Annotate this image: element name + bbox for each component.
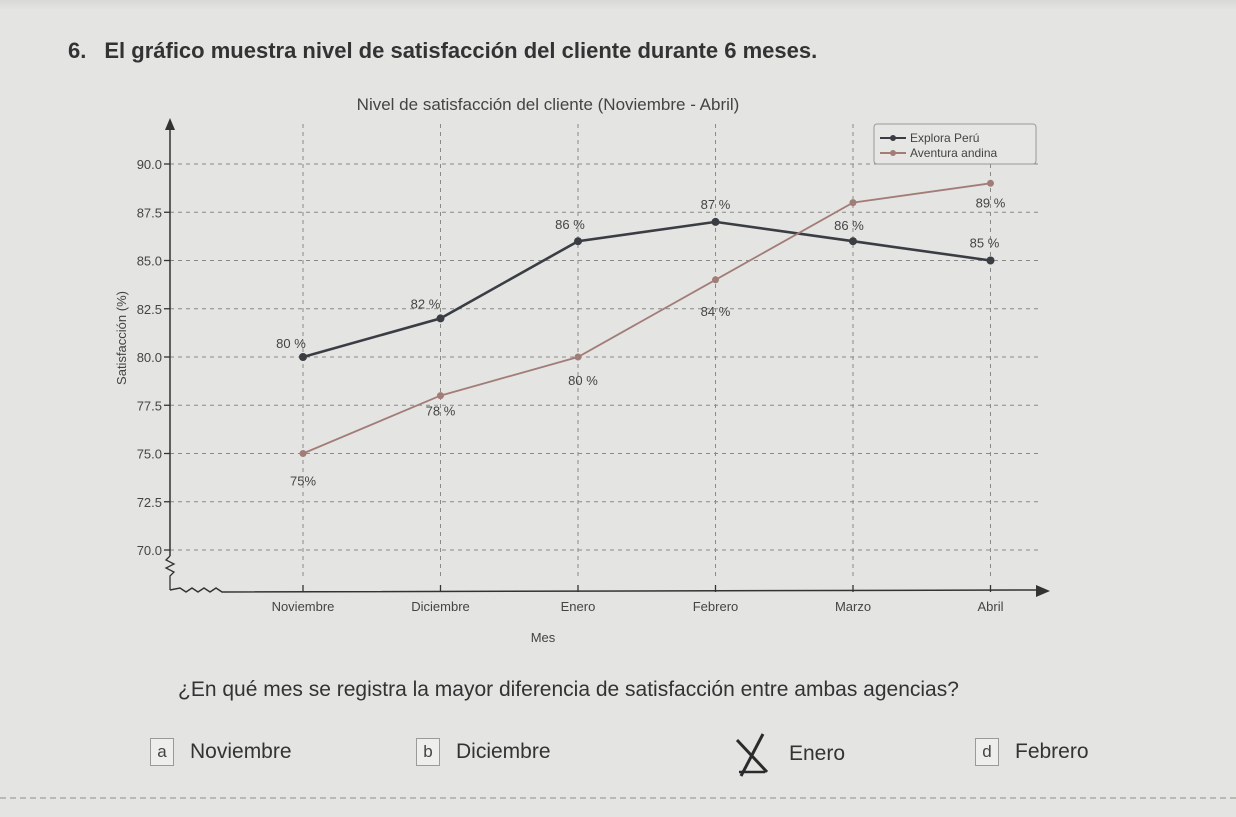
option-d[interactable]: d Febrero [975, 738, 1089, 766]
answer-options: a Noviembre b Diciembre Enero d Febrero [0, 733, 1236, 788]
data-label: 86 % [555, 217, 585, 232]
x-axis-line [169, 587, 1041, 593]
data-label: 85 % [970, 236, 1000, 251]
x-tick-label: Febrero [693, 599, 739, 614]
y-tick-label: 77.5 [137, 398, 162, 413]
data-point [436, 314, 445, 323]
data-label: 84 % [701, 304, 731, 319]
x-tick-label: Marzo [835, 599, 871, 614]
data-point [299, 450, 307, 457]
data-label: 80 % [276, 336, 306, 351]
option-b[interactable]: b Diciembre [416, 738, 551, 766]
data-label: 75% [290, 474, 316, 489]
data-point [986, 256, 995, 265]
data-label: 82 % [411, 296, 441, 311]
data-label: 89 % [976, 195, 1006, 210]
legend-box [873, 123, 1037, 165]
x-axis-arrow [1036, 585, 1050, 597]
page-edge [0, 0, 1236, 10]
y-axis-arrow [165, 118, 175, 130]
data-point [574, 237, 582, 246]
y-tick-label: 87.5 [137, 205, 162, 220]
option-a-letter: a [150, 738, 174, 766]
y-tick-label: 80.0 [137, 350, 162, 365]
option-b-letter: b [416, 738, 440, 766]
data-label: 78 % [426, 404, 456, 419]
question-text: El gráfico muestra nivel de satisfacción… [104, 38, 818, 63]
x-tick-label: Diciembre [411, 599, 470, 614]
option-a-text: Noviembre [190, 740, 292, 763]
y-tick-label: 90.0 [137, 157, 162, 172]
data-label: 86 % [834, 218, 864, 233]
option-a[interactable]: a Noviembre [150, 738, 292, 766]
legend-label: Aventura andina [910, 146, 998, 160]
option-c[interactable]: Enero [733, 732, 846, 777]
grid-layer [170, 124, 1040, 580]
legend-marker [890, 135, 896, 141]
data-point [574, 353, 582, 361]
axis-layer: 90.0 87.5 85.0 82.5 80.0 77.5 75.0 72.5 70.0 Novi… [137, 118, 1050, 614]
x-tick-label: Noviembre [272, 599, 335, 614]
option-c-crossed-mark [733, 732, 773, 777]
series-layer: 80 % 82 % 86 % 87 % 86 % 85 % 75% 78 % 80 % 84 % 8… [276, 179, 1006, 489]
data-point [711, 217, 720, 226]
data-point [437, 392, 444, 400]
x-tick-label: Enero [561, 599, 596, 614]
y-tick-label: 75.0 [137, 447, 162, 462]
option-d-text: Febrero [1015, 740, 1089, 763]
series-line [302, 220, 991, 359]
data-point [987, 179, 994, 187]
data-point [849, 199, 857, 207]
satisfaction-chart: Nivel de satisfacción del cliente (Novie… [114, 95, 1050, 645]
series-line [302, 182, 991, 455]
data-label: 87 % [701, 197, 731, 212]
legend-label: Explora Perú [910, 131, 979, 145]
y-axis-label: Satisfacción (%) [114, 291, 129, 385]
y-tick-label: 70.0 [137, 543, 162, 558]
page-bottom-divider [0, 797, 1236, 799]
data-label: 80 % [568, 373, 598, 388]
data-point [712, 276, 719, 284]
x-axis-label: Mes [531, 630, 556, 645]
y-axis-break [164, 555, 176, 590]
x-tick-label: Abril [977, 599, 1003, 614]
chart-title: Nivel de satisfacción del cliente (Novie… [357, 95, 740, 114]
option-b-text: Diciembre [456, 740, 551, 763]
y-tick-label: 85.0 [137, 254, 162, 269]
sub-question: ¿En qué mes se registra la mayor diferen… [178, 678, 959, 701]
option-c-text: Enero [789, 742, 846, 765]
question-header: 6. El gráfico muestra nivel de satisfacc… [68, 38, 817, 64]
cross-out-icon [735, 733, 769, 777]
option-d-letter: d [975, 738, 999, 766]
question-number: 6. [68, 38, 87, 63]
legend-marker [890, 150, 896, 156]
y-tick-label: 82.5 [137, 302, 162, 317]
data-point [849, 237, 857, 246]
data-point [299, 353, 307, 361]
y-tick-label: 72.5 [137, 495, 162, 510]
